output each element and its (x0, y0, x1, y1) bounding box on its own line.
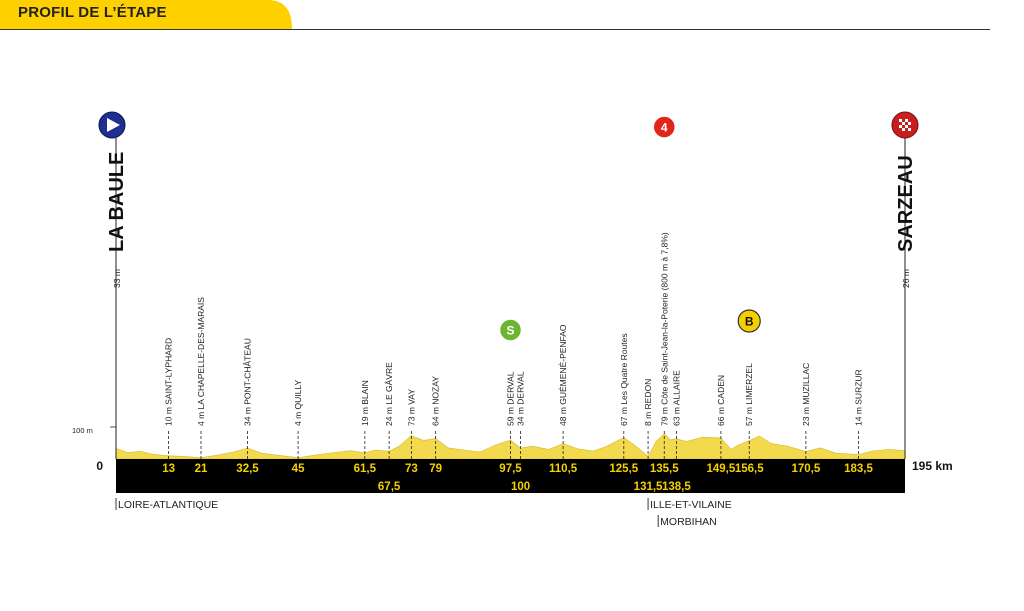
axis-end-label: 195 km (912, 459, 953, 473)
finish-checker-cell (902, 128, 905, 131)
region-label: MORBIHAN (660, 516, 717, 528)
waypoint-label: 67 m Les Quatre Routes (619, 333, 629, 426)
finish-checker-cell (908, 125, 911, 128)
y-reference-label: 100 m (72, 426, 93, 435)
waypoint-km-label: 73 (405, 463, 418, 475)
start-name: LA BAULE (106, 152, 128, 252)
axis-zero-label: 0 (96, 459, 103, 473)
waypoint-km-label: 79 (429, 463, 442, 475)
sprint-badge-icon (498, 318, 523, 342)
waypoint-km-label: 183,5 (844, 463, 873, 475)
distance-band (116, 459, 905, 493)
waypoint-km-label: 61,5 (354, 463, 377, 475)
waypoint-label: 79 m Côte de Saint-Jean-la-Poterie (800 … (659, 232, 669, 426)
waypoint-km-label: 135,5 (650, 463, 679, 475)
waypoint-label: 57 m LIMERZEL (744, 363, 754, 426)
waypoint-km-label: 131,5 (634, 481, 663, 493)
waypoint-label: 34 m PONT-CHÂTEAU (243, 338, 253, 426)
waypoint-km-label: 97,5 (499, 463, 522, 475)
waypoint-label: 23 m MUZILLAC (801, 363, 811, 426)
waypoint-label: 8 m REDON (643, 379, 653, 426)
waypoint-label: 34 m DERVAL (516, 371, 526, 426)
waypoint-label: 4 m LA CHAPELLE-DES-MARAIS (196, 297, 206, 426)
finish-altitude: 26 m (901, 269, 911, 288)
waypoint-km-label: 45 (292, 463, 305, 475)
waypoint-km-label: 138,5 (662, 481, 691, 493)
start-altitude: 33 m (112, 269, 122, 288)
finish-checker-cell (908, 119, 911, 122)
waypoint-km-label: 170,5 (791, 463, 820, 475)
waypoint-km-label: 67,5 (378, 481, 401, 493)
page-title: PROFIL DE L’ÉTAPE (18, 4, 167, 21)
finish-checker-cell (899, 125, 902, 128)
header-tab (0, 0, 292, 29)
finish-checker-cell (908, 122, 911, 125)
waypoint-label: 14 m SURZUR (853, 369, 863, 426)
finish-checker-cell (899, 122, 902, 125)
finish-checker-cell (899, 119, 902, 122)
waypoint-km-label: 125,5 (609, 463, 638, 475)
sprint-badge-text: S (506, 324, 514, 338)
start-play-icon (107, 118, 120, 132)
waypoint-label: 4 m QUILLY (293, 380, 303, 426)
waypoint-km-label: 110,5 (549, 463, 578, 475)
finish-checker-cell (905, 119, 908, 122)
finish-checker-cell (905, 128, 908, 131)
finish-checker-cell (905, 125, 908, 128)
climb-badge-icon (652, 115, 677, 139)
waypoint-label: 19 m BLAIN (360, 380, 370, 426)
finish-checker-cell (905, 122, 908, 125)
waypoint-label: 73 m VAY (406, 389, 416, 426)
finish-checker-cell (908, 128, 911, 131)
waypoint-km-label: 21 (195, 463, 208, 475)
region-label: ILLE-ET-VILAINE (650, 499, 732, 511)
finish-checker-cell (902, 125, 905, 128)
waypoint-label: 59 m DERVAL (506, 371, 516, 426)
bonus-badge-icon (737, 309, 761, 333)
finish-name: SARZEAU (895, 155, 917, 252)
waypoint-km-label: 100 (511, 481, 530, 493)
climb-badge-text: 4 (661, 121, 668, 135)
waypoint-km-label: 149,5 (707, 463, 736, 475)
waypoint-label: 24 m LE GÂVRE (384, 362, 394, 426)
waypoint-label: 64 m NOZAY (431, 376, 441, 426)
waypoint-km-label: 32,5 (236, 463, 259, 475)
bonus-badge-text: B (745, 315, 754, 329)
finish-checker-cell (902, 122, 905, 125)
finish-checker-cell (899, 128, 902, 131)
waypoint-km-label: 13 (162, 463, 175, 475)
header-divider (0, 29, 990, 30)
waypoint-label: 63 m ALLAIRE (671, 370, 681, 426)
region-label: LOIRE-ATLANTIQUE (118, 499, 218, 511)
waypoint-label: 66 m CADEN (716, 375, 726, 426)
waypoint-label: 10 m SAINT-LYPHARD (164, 338, 174, 426)
finish-checker-cell (902, 119, 905, 122)
header-tab-shape (0, 0, 292, 29)
waypoint-km-label: 156,5 (735, 463, 764, 475)
waypoint-label: 48 m GUÉMENÉ-PENFAO (558, 324, 568, 426)
